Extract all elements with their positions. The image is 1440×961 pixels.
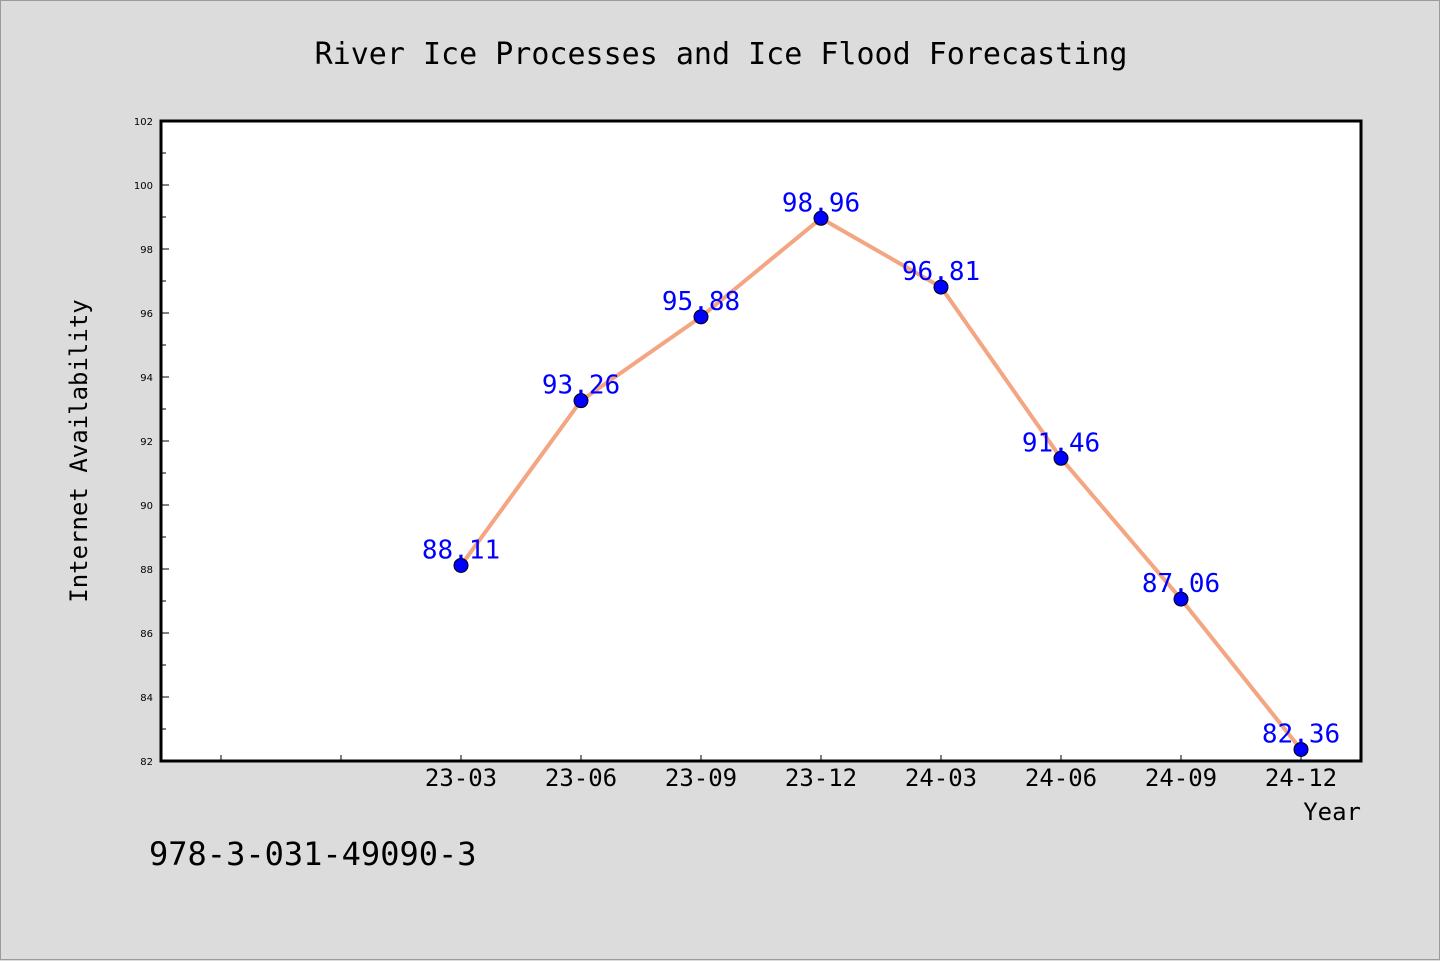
data-point	[1053, 450, 1069, 466]
data-point	[1293, 741, 1309, 757]
data-label: 98.96	[782, 188, 860, 218]
data-point	[693, 309, 709, 325]
data-label: 87.06	[1142, 569, 1220, 599]
x-tick-label: 23-06	[545, 764, 617, 792]
y-tick-label: 84	[140, 693, 153, 704]
y-tick-label: 88	[140, 565, 153, 576]
x-axis-title: Year	[1303, 798, 1361, 826]
y-tick-label: 96	[140, 309, 153, 320]
y-axis: 82 84 86 88 90 92 94 96 98 100 102	[134, 117, 169, 768]
y-tick-label: 94	[140, 373, 153, 384]
data-label: 95.88	[662, 287, 740, 317]
y-tick-label: 86	[140, 629, 153, 640]
series-line	[459, 216, 1303, 751]
data-point	[453, 557, 469, 573]
x-tick-label: 23-03	[425, 764, 497, 792]
isbn-text: 978-3-031-49090-3	[149, 835, 477, 873]
data-label: 96.81	[902, 257, 980, 287]
x-axis: 23-03 23-06 23-09 23-12 24-03 24-06 24-09 24-12	[220, 755, 1337, 792]
data-point	[933, 279, 949, 295]
data-label: 93.26	[542, 371, 620, 401]
data-point	[1173, 591, 1189, 607]
y-tick-label: 90	[140, 501, 153, 512]
data-label: 88.11	[422, 535, 500, 565]
y-tick-label: 100	[134, 181, 153, 192]
x-tick-label: 24-09	[1145, 764, 1217, 792]
y-tick-label: 102	[134, 117, 153, 128]
data-point	[813, 210, 829, 226]
data-label: 82.36	[1262, 719, 1340, 749]
data-point	[573, 393, 589, 409]
plot-area	[159, 119, 1363, 763]
y-tick-label: 98	[140, 245, 153, 256]
y-tick-label: 82	[140, 757, 153, 768]
x-tick-label: 24-03	[905, 764, 977, 792]
x-tick-label: 23-12	[785, 764, 857, 792]
y-tick-label: 92	[140, 437, 153, 448]
chart-title: River Ice Processes and Ice Flood Foreca…	[315, 37, 1128, 72]
x-tick-label: 23-09	[665, 764, 737, 792]
data-label: 91.46	[1022, 428, 1100, 458]
series-group: 88.11 93.26 95.88 98.96 96.81 91.46 87.06 82.36	[422, 188, 1340, 757]
x-tick-label: 24-12	[1265, 764, 1337, 792]
y-axis-title: Internet Availability	[65, 299, 93, 602]
x-tick-label: 24-06	[1025, 764, 1097, 792]
